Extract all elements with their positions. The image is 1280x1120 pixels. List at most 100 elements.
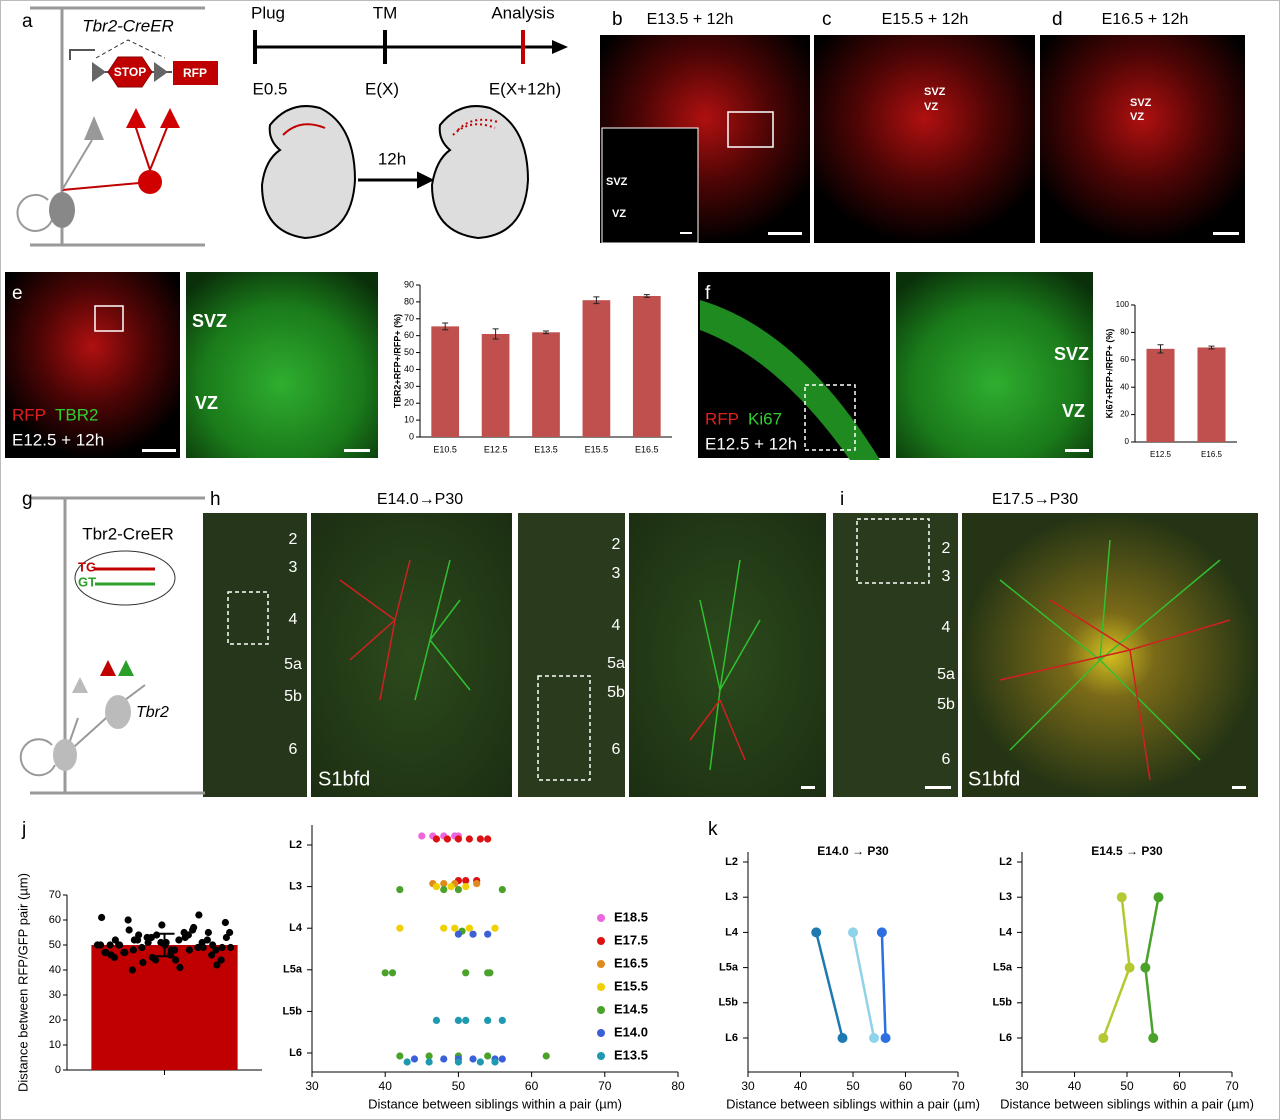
point	[454, 1016, 462, 1024]
pair-line	[815, 932, 844, 1039]
y-tick-label: L6	[999, 1032, 1012, 1044]
x-tick-label: 50	[452, 1079, 466, 1093]
y-tick-label: 60	[404, 330, 414, 340]
point	[491, 924, 499, 932]
point	[120, 948, 128, 957]
zone-label: VZ	[1062, 401, 1085, 421]
chart-title: E14.0 → P30	[817, 844, 889, 858]
y-tick-label: L4	[725, 926, 739, 938]
x-tick-label: 30	[741, 1079, 755, 1093]
point	[172, 956, 180, 964]
y-tick-label: 40	[1120, 382, 1129, 391]
zone-label: SVZ	[1130, 97, 1152, 109]
point	[175, 936, 183, 944]
layer-label: 5a	[607, 655, 625, 672]
point	[462, 877, 470, 885]
zone-label: SVZ	[924, 86, 946, 98]
layer-label: 6	[942, 751, 951, 768]
y-tick-label: 20	[1120, 410, 1129, 419]
point	[125, 926, 133, 934]
y-tick-label: L2	[289, 839, 302, 851]
x-tick-label: 60	[899, 1079, 913, 1093]
legend-label: E16.5	[614, 955, 648, 970]
pair-point	[848, 927, 858, 938]
y-tick-label: 60	[1120, 355, 1129, 364]
x-tick-label: 60	[1173, 1079, 1187, 1093]
x-tick-label: 40	[794, 1079, 808, 1093]
ip-cell	[138, 170, 162, 194]
panel-label: e	[12, 283, 23, 304]
y-tick-label: 100	[1116, 300, 1130, 309]
y-tick-label: 70	[49, 889, 61, 901]
pair-point	[876, 927, 887, 938]
error-bar	[543, 330, 549, 335]
panel-label: c	[822, 9, 832, 30]
point	[454, 930, 462, 938]
legend-swatch	[597, 1029, 605, 1037]
point	[465, 835, 473, 843]
y-tick-label: 40	[49, 964, 61, 976]
point	[97, 941, 105, 949]
point	[138, 943, 146, 952]
y-tick-label: L5b	[992, 997, 1012, 1009]
point	[184, 931, 192, 939]
panel-title: E14.0→P30	[377, 491, 463, 508]
panel-label: b	[612, 9, 623, 30]
y-tick-label: 80	[1120, 328, 1129, 337]
point	[204, 928, 212, 937]
panel-label: a	[22, 11, 33, 32]
point	[454, 886, 462, 894]
point	[432, 835, 441, 843]
point	[218, 943, 226, 952]
error-bar	[593, 296, 600, 305]
point	[227, 943, 235, 952]
panel-label: d	[1052, 9, 1063, 30]
point	[139, 958, 147, 967]
pair-point	[1098, 1033, 1109, 1043]
x-tick-label: 50	[1120, 1079, 1134, 1093]
point	[208, 951, 216, 959]
point	[198, 938, 206, 947]
x-tick-label: E10.5	[433, 444, 457, 454]
x-tick-label: 60	[525, 1079, 539, 1093]
point	[465, 924, 473, 932]
layer-label: 6	[612, 741, 621, 758]
zone-label: VZ	[612, 208, 626, 220]
point	[476, 835, 484, 843]
stage-label: E0.5	[253, 79, 288, 98]
y-tick-label: 10	[49, 1039, 61, 1051]
point	[195, 911, 203, 919]
panel-label: k	[708, 819, 718, 840]
timeline	[253, 30, 568, 64]
point	[484, 930, 492, 938]
layer-label: 3	[289, 559, 298, 576]
x-axis-label: Distance between siblings within a pair …	[726, 1096, 980, 1111]
point	[486, 969, 494, 977]
point	[484, 1052, 492, 1060]
zone-label: VZ	[1130, 111, 1144, 123]
layer-label: 5b	[937, 696, 955, 713]
pair-point	[869, 1033, 879, 1043]
point	[451, 924, 459, 932]
panel-title: E16.5 + 12h	[1102, 11, 1189, 28]
error-bar	[492, 328, 499, 340]
region-label: S1bfd	[318, 768, 370, 790]
point	[158, 921, 166, 929]
neurons	[126, 108, 180, 128]
x-tick-label: E12.5	[1150, 450, 1171, 459]
marker-label: RFP	[12, 405, 46, 424]
x-tick-label: 40	[1068, 1079, 1082, 1093]
x-tick-label: E13.5	[534, 444, 558, 454]
y-tick-label: L6	[725, 1032, 738, 1044]
gene-label: Tbr2-CreER	[82, 524, 174, 543]
legend-swatch	[597, 914, 605, 922]
marker-label: TBR2	[55, 405, 98, 424]
point	[447, 883, 455, 891]
progenitor	[49, 192, 75, 228]
layer-label: 5b	[284, 688, 302, 705]
y-tick-label: 40	[404, 364, 414, 374]
point	[129, 946, 137, 954]
point	[440, 1055, 448, 1063]
layer-label: 4	[942, 619, 951, 636]
point	[381, 969, 389, 977]
